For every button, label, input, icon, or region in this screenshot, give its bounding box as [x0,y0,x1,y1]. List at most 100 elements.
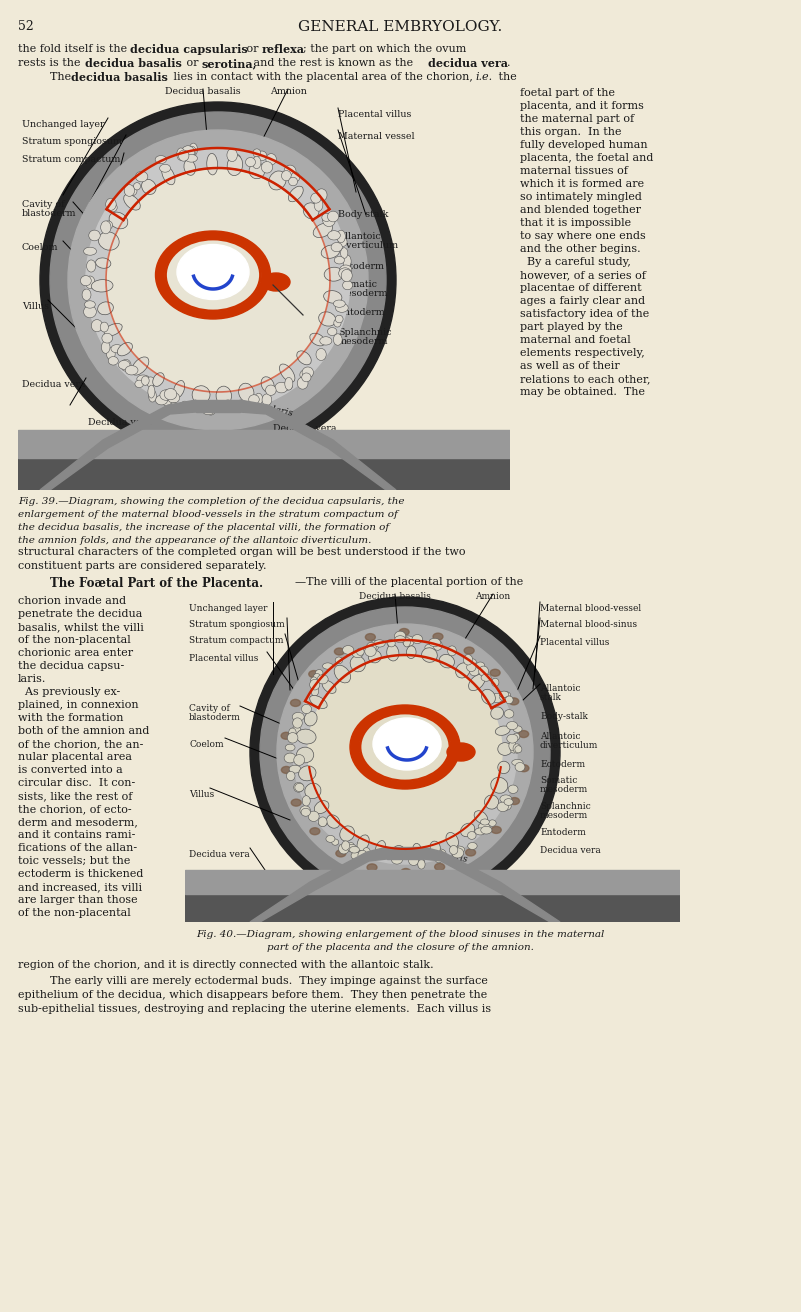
Text: basalis, whilst the villi: basalis, whilst the villi [18,622,144,632]
Text: i.e.: i.e. [475,72,492,81]
Text: constituent parts are considered separately.: constituent parts are considered separat… [18,562,267,571]
Ellipse shape [253,148,261,157]
Ellipse shape [360,712,450,781]
Text: Decidua capsularis: Decidua capsularis [203,390,294,417]
Text: derm and mesoderm,: derm and mesoderm, [18,817,138,827]
Ellipse shape [475,828,486,834]
Ellipse shape [519,765,529,771]
Ellipse shape [322,214,331,222]
Text: so intimately mingled: so intimately mingled [520,192,642,202]
Ellipse shape [513,744,521,753]
Text: Splanchnic: Splanchnic [540,802,591,811]
Ellipse shape [504,799,513,806]
Ellipse shape [392,854,403,865]
Ellipse shape [363,848,370,855]
Ellipse shape [507,722,517,729]
Ellipse shape [83,306,96,318]
Text: toic vessels; but the: toic vessels; but the [18,855,131,866]
Ellipse shape [292,726,300,733]
Ellipse shape [324,268,344,281]
Ellipse shape [336,230,345,243]
Text: ; the part on which the ovum: ; the part on which the ovum [303,45,466,54]
Ellipse shape [296,729,316,744]
Ellipse shape [474,811,488,824]
Text: Villus: Villus [22,302,49,311]
Ellipse shape [294,782,304,792]
Text: the decidua capsu-: the decidua capsu- [18,661,124,670]
Ellipse shape [284,165,296,177]
Ellipse shape [80,276,91,286]
Text: nular placental area: nular placental area [18,752,132,762]
Text: this organ.  In the: this organ. In the [520,127,622,136]
Text: Entoderm: Entoderm [338,308,386,318]
Ellipse shape [300,806,311,815]
Text: Decidua vera: Decidua vera [273,424,336,433]
Text: Maternal blood-sinus: Maternal blood-sinus [540,621,637,628]
Ellipse shape [304,203,319,219]
Ellipse shape [301,705,312,714]
Text: Fig. 40.—Diagram, showing enlargement of the blood sinuses in the maternal: Fig. 40.—Diagram, showing enlargement of… [195,930,604,939]
Ellipse shape [160,390,172,400]
Ellipse shape [108,357,119,365]
Ellipse shape [98,302,114,315]
Ellipse shape [292,712,304,722]
Ellipse shape [387,639,394,647]
Ellipse shape [429,639,441,647]
Ellipse shape [223,400,233,411]
Ellipse shape [107,348,115,359]
Text: GENERAL EMBRYOLOGY.: GENERAL EMBRYOLOGY. [298,20,502,34]
Ellipse shape [134,182,140,190]
Ellipse shape [491,827,501,833]
Text: Placental villus: Placental villus [540,638,610,647]
Text: Decidua vera: Decidua vera [22,380,86,388]
Ellipse shape [173,380,185,398]
Text: with the formation: with the formation [18,712,123,723]
Ellipse shape [388,640,395,647]
Circle shape [260,607,550,897]
Ellipse shape [491,778,508,794]
Ellipse shape [207,154,218,174]
Ellipse shape [102,333,113,342]
Ellipse shape [146,377,155,387]
Ellipse shape [239,403,250,412]
Ellipse shape [249,163,265,178]
Ellipse shape [314,800,329,813]
Ellipse shape [301,808,311,816]
Ellipse shape [177,148,185,160]
Text: Coelom: Coelom [189,740,223,749]
Ellipse shape [91,279,113,293]
Ellipse shape [336,303,348,312]
Text: Decidua basalis: Decidua basalis [165,87,241,96]
Ellipse shape [356,648,364,656]
Ellipse shape [338,237,347,247]
Ellipse shape [102,341,110,353]
Ellipse shape [280,363,295,382]
Text: mesoderm: mesoderm [540,811,588,820]
Ellipse shape [433,634,443,640]
Ellipse shape [95,258,111,268]
Ellipse shape [287,771,295,781]
Ellipse shape [464,660,473,666]
Ellipse shape [497,743,512,756]
Ellipse shape [297,377,308,390]
Ellipse shape [323,663,333,669]
Ellipse shape [135,172,148,182]
Ellipse shape [509,798,520,804]
Ellipse shape [285,744,295,750]
Ellipse shape [500,795,512,803]
Ellipse shape [515,762,525,771]
Ellipse shape [464,647,474,655]
Ellipse shape [448,646,457,656]
Ellipse shape [334,319,341,327]
Ellipse shape [505,695,513,703]
Ellipse shape [466,663,476,672]
Ellipse shape [479,666,489,676]
Ellipse shape [302,373,311,382]
Circle shape [106,168,330,392]
Ellipse shape [497,802,509,812]
Ellipse shape [339,844,349,854]
Ellipse shape [481,819,489,825]
Ellipse shape [314,198,323,211]
Ellipse shape [491,693,503,703]
Ellipse shape [189,143,198,156]
